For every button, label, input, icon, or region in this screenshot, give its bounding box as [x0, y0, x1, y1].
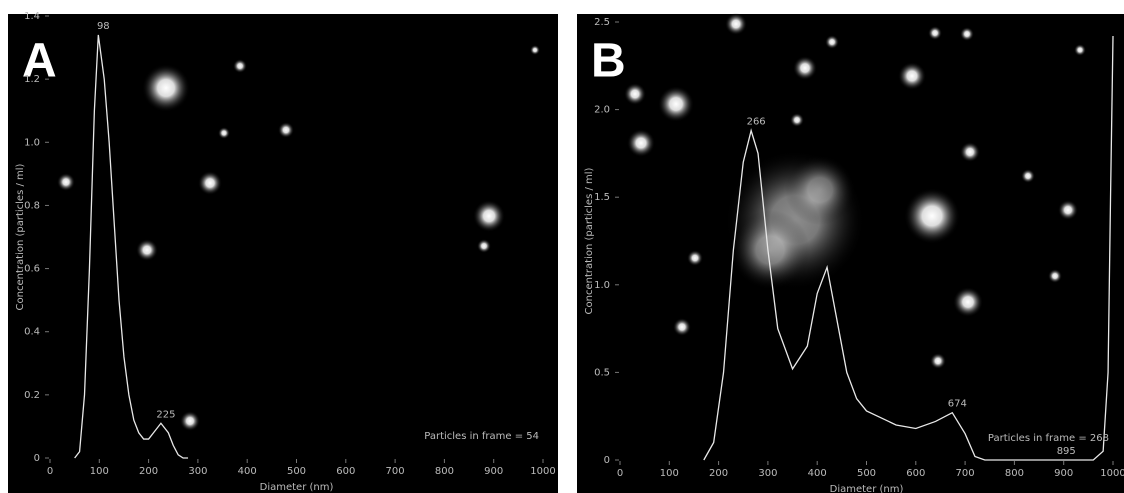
y-axis-title: Concentration (particles / ml): [584, 167, 595, 314]
x-tick-label: 300: [758, 468, 777, 479]
x-tick-label: 700: [386, 466, 405, 477]
x-tick-label: 100: [660, 468, 679, 479]
x-tick-label: 400: [238, 466, 257, 477]
y-axis-title: Concentration (particles / ml): [15, 163, 26, 310]
y-tick-label: 0.2: [24, 390, 40, 401]
page: A B 00.20.40.60.81.01.21.401002003004005…: [0, 0, 1124, 493]
x-tick-label: 900: [1054, 468, 1073, 479]
peak-label: 895: [1057, 446, 1076, 457]
y-tick-label: 0: [604, 455, 610, 466]
panel-letter: B: [591, 35, 626, 88]
x-tick-label: 300: [188, 466, 207, 477]
x-tick-label: 800: [1005, 468, 1024, 479]
x-tick-label: 200: [139, 466, 158, 477]
x-axis-title: Diameter (nm): [830, 484, 904, 493]
y-tick-label: 2.5: [594, 17, 610, 28]
x-tick-label: 1000: [530, 466, 555, 477]
x-tick-label: 600: [906, 468, 925, 479]
x-tick-label: 500: [287, 466, 306, 477]
x-axis-title: Diameter (nm): [260, 482, 334, 493]
x-tick-label: 600: [336, 466, 355, 477]
x-tick-label: 800: [435, 466, 454, 477]
x-tick-label: 200: [709, 468, 728, 479]
y-tick-label: 1.5: [594, 192, 610, 203]
y-tick-label: 1.4: [24, 11, 40, 22]
x-tick-label: 500: [857, 468, 876, 479]
y-tick-label: 1.0: [24, 137, 40, 148]
y-tick-label: 0.5: [594, 367, 610, 378]
x-tick-label: 900: [484, 466, 503, 477]
y-tick-label: 0.8: [24, 200, 40, 211]
y-tick-label: 2.0: [594, 105, 610, 116]
figure: A B 00.20.40.60.81.01.21.401002003004005…: [0, 0, 1124, 493]
x-tick-label: 0: [617, 468, 623, 479]
y-tick-label: 1.0: [594, 280, 610, 291]
peak-label: 674: [948, 399, 967, 410]
x-tick-label: 100: [90, 466, 109, 477]
peak-label: 266: [747, 117, 766, 128]
peak-label: 98: [97, 21, 110, 32]
particle-count: Particles in frame = 54: [424, 431, 539, 442]
y-tick-label: 0.4: [24, 327, 40, 338]
y-tick-label: 0: [34, 453, 40, 464]
x-tick-label: 400: [808, 468, 827, 479]
peak-label: 225: [156, 409, 175, 420]
x-tick-label: 700: [956, 468, 975, 479]
y-tick-label: 0.6: [24, 264, 40, 275]
x-tick-label: 1000: [1100, 468, 1124, 479]
particle-count: Particles in frame = 268: [988, 433, 1109, 444]
x-tick-label: 0: [47, 466, 53, 477]
y-tick-label: 1.2: [24, 74, 40, 85]
